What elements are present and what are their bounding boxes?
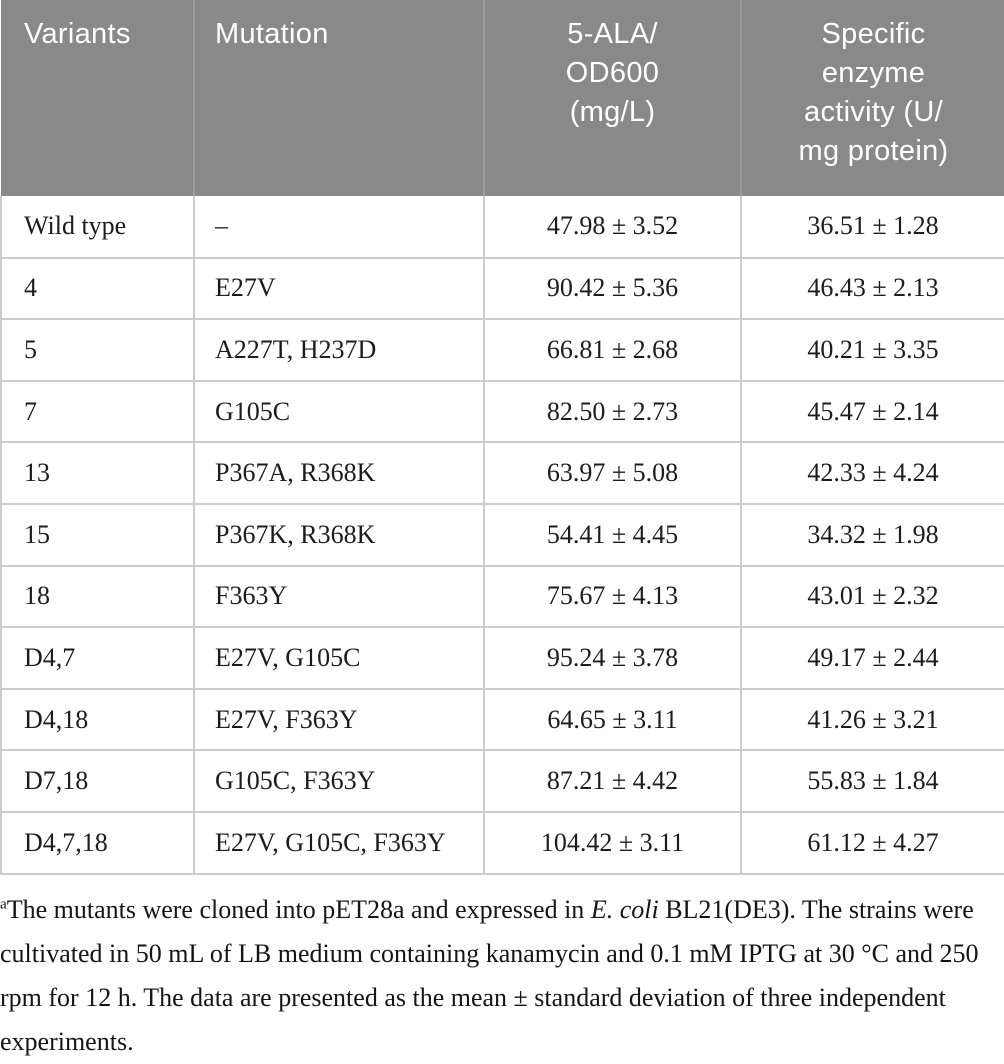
table-row: D4,18 E27V, F363Y 64.65 ± 3.11 41.26 ± 3… bbox=[0, 687, 1004, 752]
table-row: 4 E27V 90.42 ± 5.36 46.43 ± 2.13 bbox=[0, 256, 1004, 321]
table-row: 5 A227T, H237D 66.81 ± 2.68 40.21 ± 3.35 bbox=[0, 318, 1004, 382]
table-header: Variants Mutation 5-ALA/ OD600 (mg/L) Sp… bbox=[1, 0, 1004, 196]
table-row: 18 F363Y 75.67 ± 4.13 43.01 ± 2.32 bbox=[0, 564, 1004, 629]
mutation-cell: E27V, G105C, F363Y bbox=[193, 810, 485, 875]
ala-od600-cell: 104.42 ± 3.11 bbox=[483, 810, 742, 875]
ala-od600-cell: 54.41 ± 4.45 bbox=[483, 502, 742, 567]
activity-cell: 49.17 ± 2.44 bbox=[740, 626, 1004, 690]
activity-cell: 61.12 ± 4.27 bbox=[740, 810, 1004, 875]
activity-cell: 40.21 ± 3.35 bbox=[740, 318, 1004, 382]
enzyme-variants-table: Variants Mutation 5-ALA/ OD600 (mg/L) Sp… bbox=[0, 0, 1004, 875]
mutation-cell: G105C bbox=[193, 379, 485, 444]
table-row: D7,18 G105C, F363Y 87.21 ± 4.42 55.83 ± … bbox=[0, 749, 1004, 813]
ala-od600-cell: 64.65 ± 3.11 bbox=[483, 687, 742, 752]
ala-od600-cell: 95.24 ± 3.78 bbox=[483, 626, 742, 690]
footnote-text-after: BL21(DE3). The strains were cultivated i… bbox=[0, 894, 979, 1057]
variant-cell: D4,7 bbox=[0, 626, 195, 690]
header-row: Variants Mutation 5-ALA/ OD600 (mg/L) Sp… bbox=[1, 0, 1004, 196]
mutation-cell: P367K, R368K bbox=[193, 502, 485, 567]
variant-cell: 4 bbox=[0, 256, 195, 321]
ala-od600-cell: 63.97 ± 5.08 bbox=[483, 441, 742, 505]
variant-cell: 18 bbox=[0, 564, 195, 629]
activity-cell: 41.26 ± 3.21 bbox=[740, 687, 1004, 752]
activity-cell: 36.51 ± 1.28 bbox=[740, 196, 1004, 259]
variant-cell: 13 bbox=[0, 441, 195, 505]
mutation-cell: E27V, G105C bbox=[193, 626, 485, 690]
ala-od600-cell: 66.81 ± 2.68 bbox=[483, 318, 742, 382]
column-header-mutation: Mutation bbox=[194, 0, 485, 196]
table-footnote: aThe mutants were cloned into pET28a and… bbox=[0, 888, 1004, 1064]
column-header-variants: Variants bbox=[1, 0, 195, 196]
column-header-ala-od600: 5-ALA/ OD600 (mg/L) bbox=[484, 0, 742, 196]
table-row: Wild type – 47.98 ± 3.52 36.51 ± 1.28 bbox=[0, 196, 1004, 259]
table-row: 15 P367K, R368K 54.41 ± 4.45 34.32 ± 1.9… bbox=[0, 502, 1004, 567]
variant-cell: D4,18 bbox=[0, 687, 195, 752]
activity-cell: 42.33 ± 4.24 bbox=[740, 441, 1004, 505]
variant-cell: 15 bbox=[0, 502, 195, 567]
mutation-cell: G105C, F363Y bbox=[193, 749, 485, 813]
table-row: D4,7 E27V, G105C 95.24 ± 3.78 49.17 ± 2.… bbox=[0, 626, 1004, 690]
mutation-cell: – bbox=[193, 196, 485, 259]
footnote-text-before: The mutants were cloned into pET28a and … bbox=[6, 894, 591, 924]
table-row: 13 P367A, R368K 63.97 ± 5.08 42.33 ± 4.2… bbox=[0, 441, 1004, 505]
mutation-cell: P367A, R368K bbox=[193, 441, 485, 505]
ala-od600-cell: 82.50 ± 2.73 bbox=[483, 379, 742, 444]
variant-cell: 5 bbox=[0, 318, 195, 382]
ala-od600-cell: 75.67 ± 4.13 bbox=[483, 564, 742, 629]
variant-cell: Wild type bbox=[0, 196, 195, 259]
mutation-cell: F363Y bbox=[193, 564, 485, 629]
mutation-cell: E27V, F363Y bbox=[193, 687, 485, 752]
footnote-italic-species: E. coli bbox=[590, 894, 659, 924]
activity-cell: 45.47 ± 2.14 bbox=[740, 379, 1004, 444]
table-body: Wild type – 47.98 ± 3.52 36.51 ± 1.28 4 … bbox=[0, 196, 1004, 875]
ala-od600-cell: 90.42 ± 5.36 bbox=[483, 256, 742, 321]
ala-od600-cell: 87.21 ± 4.42 bbox=[483, 749, 742, 813]
activity-cell: 46.43 ± 2.13 bbox=[740, 256, 1004, 321]
activity-cell: 43.01 ± 2.32 bbox=[740, 564, 1004, 629]
table-row: D4,7,18 E27V, G105C, F363Y 104.42 ± 3.11… bbox=[0, 810, 1004, 875]
ala-od600-cell: 47.98 ± 3.52 bbox=[483, 196, 742, 259]
mutation-cell: E27V bbox=[193, 256, 485, 321]
mutation-cell: A227T, H237D bbox=[193, 318, 485, 382]
footnote-marker: a bbox=[0, 895, 7, 912]
activity-cell: 55.83 ± 1.84 bbox=[740, 749, 1004, 813]
variant-cell: D4,7,18 bbox=[0, 810, 195, 875]
variant-cell: 7 bbox=[0, 379, 195, 444]
activity-cell: 34.32 ± 1.98 bbox=[740, 502, 1004, 567]
column-header-specific-activity: Specific enzyme activity (U/ mg protein) bbox=[741, 0, 1004, 196]
table-row: 7 G105C 82.50 ± 2.73 45.47 ± 2.14 bbox=[0, 379, 1004, 444]
variant-cell: D7,18 bbox=[0, 749, 195, 813]
